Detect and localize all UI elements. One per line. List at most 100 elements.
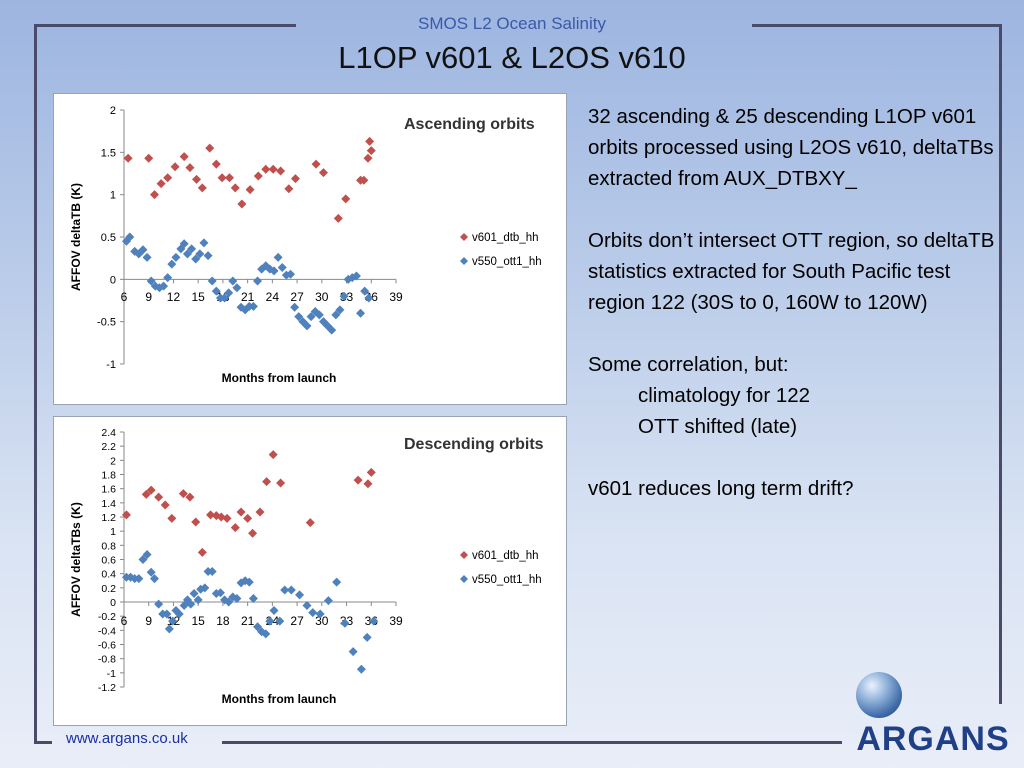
point-v550 bbox=[179, 239, 189, 249]
frame-top-left-line bbox=[34, 24, 296, 27]
point-v601 bbox=[170, 162, 180, 172]
ascending-chart: -1-0.500.511.526912151821242730333639Asc… bbox=[53, 93, 567, 405]
point-v550 bbox=[343, 274, 353, 284]
point-v601 bbox=[311, 159, 321, 169]
point-v550 bbox=[265, 616, 275, 626]
point-v550 bbox=[171, 606, 181, 615]
point-v550 bbox=[189, 589, 199, 598]
point-v550 bbox=[182, 249, 192, 259]
point-v550 bbox=[302, 321, 312, 331]
legend-label-v550: v550_ott1_hh bbox=[472, 574, 542, 586]
y-tick-label: -0.6 bbox=[98, 640, 116, 652]
note-3-line-1: climatology for 122 bbox=[638, 384, 811, 407]
argans-logo: ARGANS bbox=[850, 670, 1016, 762]
y-tick-label: 0.8 bbox=[101, 540, 116, 552]
point-v601 bbox=[146, 485, 156, 495]
point-v550 bbox=[261, 629, 271, 639]
point-v601 bbox=[318, 168, 328, 178]
y-tick-label: 2 bbox=[110, 455, 116, 467]
point-v550 bbox=[261, 261, 271, 271]
point-v601 bbox=[141, 489, 151, 499]
point-v601 bbox=[222, 513, 232, 523]
point-v601 bbox=[192, 174, 202, 184]
y-tick-label: 0.5 bbox=[101, 232, 116, 244]
point-v550 bbox=[356, 664, 366, 674]
notes-text: 32 ascending & 25 descending L1OP v601 o… bbox=[588, 101, 1008, 535]
point-v550 bbox=[339, 291, 349, 301]
point-v550 bbox=[142, 550, 152, 560]
y-tick-label: 1.4 bbox=[101, 498, 116, 510]
point-v601 bbox=[179, 152, 189, 162]
frame-bottom-right-line bbox=[222, 741, 842, 744]
point-v601 bbox=[205, 143, 215, 153]
frame-left-line bbox=[34, 24, 37, 744]
point-v550 bbox=[323, 596, 333, 606]
x-tick-label: 21 bbox=[241, 614, 255, 628]
x-tick-label: 39 bbox=[389, 290, 403, 304]
point-v601 bbox=[276, 478, 286, 488]
point-v601 bbox=[365, 136, 375, 146]
point-v550 bbox=[253, 622, 263, 632]
point-v550 bbox=[167, 259, 177, 269]
y-tick-label: 1 bbox=[110, 190, 116, 202]
point-v550 bbox=[335, 305, 345, 315]
legend-label-v550: v550_ott1_hh bbox=[472, 256, 542, 268]
descending-chart: -1.2 -1 -0.8 -0.6 -0.4 -0.2 0 0.2 0.4 0.6 0.8 1 1.2 1… bbox=[53, 416, 567, 726]
note-paragraph-2: Orbits don’t intersect OTT region, so de… bbox=[588, 229, 995, 314]
point-v550 bbox=[253, 276, 263, 286]
point-v601 bbox=[245, 185, 255, 195]
point-v601 bbox=[253, 171, 263, 181]
x-tick-label: 6 bbox=[121, 614, 128, 628]
y-axis-label: AFFOV deltaTBs (K) bbox=[69, 502, 83, 617]
point-v550 bbox=[168, 616, 178, 626]
point-v601 bbox=[261, 164, 271, 174]
chart-title: Ascending orbits bbox=[404, 116, 535, 133]
point-v550 bbox=[294, 312, 304, 322]
point-v550 bbox=[318, 317, 328, 327]
point-v550 bbox=[138, 245, 148, 255]
point-v550 bbox=[162, 609, 172, 619]
frame-right-line bbox=[999, 24, 1002, 704]
point-v550 bbox=[164, 624, 174, 634]
x-tick-label: 21 bbox=[241, 290, 255, 304]
x-tick-label: 6 bbox=[121, 290, 128, 304]
point-v550 bbox=[191, 254, 201, 264]
point-v550 bbox=[277, 262, 287, 272]
point-v601 bbox=[123, 153, 133, 163]
point-v601 bbox=[160, 500, 170, 510]
point-v601 bbox=[341, 194, 351, 204]
point-v550 bbox=[149, 574, 159, 584]
x-tick-label: 15 bbox=[192, 290, 206, 304]
point-v550 bbox=[327, 325, 337, 335]
point-v601 bbox=[144, 153, 154, 163]
point-v550 bbox=[364, 293, 374, 303]
point-v550 bbox=[159, 281, 169, 291]
point-v601 bbox=[363, 153, 373, 163]
point-v550 bbox=[207, 276, 217, 286]
ascending-chart-svg: -1-0.500.511.526912151821242730333639Asc… bbox=[69, 105, 542, 385]
x-axis-label: Months from launch bbox=[222, 692, 337, 706]
point-v550 bbox=[125, 232, 135, 242]
point-v550 bbox=[146, 276, 156, 286]
footer-url-link[interactable]: www.argans.co.uk bbox=[66, 730, 188, 747]
point-v550 bbox=[134, 574, 144, 584]
point-v601 bbox=[255, 507, 265, 517]
legend-marker-v601 bbox=[460, 233, 468, 241]
x-tick-label: 27 bbox=[290, 290, 304, 304]
point-v601 bbox=[248, 528, 258, 538]
point-v550 bbox=[269, 606, 279, 615]
legend-label-v601: v601_dtb_hh bbox=[472, 232, 539, 244]
y-tick-label: -0.2 bbox=[98, 611, 116, 623]
legend-marker-v601 bbox=[460, 551, 468, 559]
point-v550 bbox=[362, 632, 372, 642]
point-v550 bbox=[142, 252, 152, 262]
point-v550 bbox=[314, 310, 324, 320]
point-v550 bbox=[257, 264, 267, 274]
point-v601 bbox=[276, 166, 286, 176]
y-tick-label: 2.2 bbox=[101, 441, 116, 453]
point-v550 bbox=[360, 286, 370, 296]
point-v601 bbox=[211, 159, 221, 169]
point-v601 bbox=[305, 518, 315, 528]
point-v550 bbox=[193, 595, 203, 605]
y-tick-label: 1 bbox=[110, 526, 116, 538]
